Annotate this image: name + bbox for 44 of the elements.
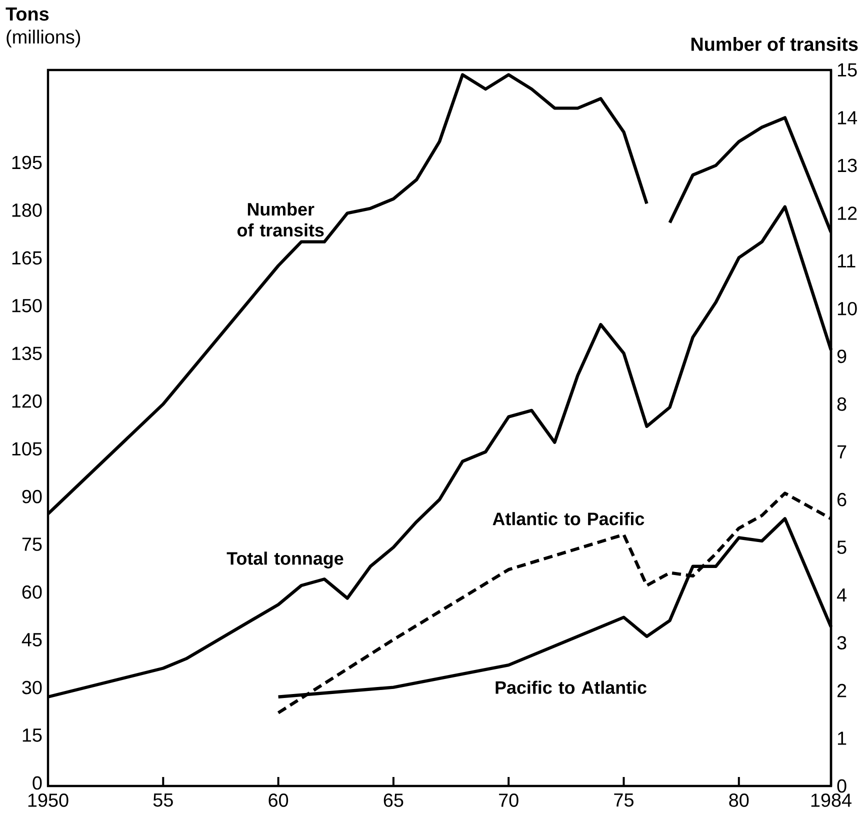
y-tick-label: 45 (22, 633, 42, 646)
y2-axis-title: Number of transits (691, 37, 858, 51)
y-tick-label: 0 (32, 776, 42, 790)
series-label: Total tonnage (226, 552, 344, 568)
y-axis-title: Tons (millions) (6, 8, 80, 48)
y2-tick-label: 11 (838, 254, 856, 268)
y2-tick-label: 3 (837, 636, 846, 650)
x-tick-label: 1984 (811, 794, 852, 807)
y-tick-label: 180 (12, 203, 42, 217)
y2-tick-label: 15 (838, 63, 857, 77)
y2-tick-label: 12 (838, 206, 857, 220)
x-tick-label: 70 (499, 794, 518, 807)
series-label: Atlantic to Pacific (492, 512, 644, 526)
x-tick-label: 1950 (28, 794, 68, 807)
y2-tick-label: 10 (838, 302, 857, 316)
y-tick-label: 60 (22, 585, 42, 599)
y-tick-label: 120 (12, 394, 42, 408)
y-tick-label: 195 (12, 156, 42, 170)
y-tick-label: 150 (12, 298, 42, 312)
y2-tick-label: 2 (837, 684, 846, 698)
y2-tick-label: 6 (837, 492, 846, 506)
y-tick-label: 90 (22, 490, 42, 504)
y-tick-label: 30 (22, 680, 42, 694)
y-tick-label: 15 (22, 728, 42, 742)
y2-tick-label: 9 (837, 350, 846, 364)
y-tick-label: 75 (22, 538, 42, 551)
y2-tick-label: 8 (837, 397, 846, 411)
y2-tick-label: 13 (838, 158, 857, 172)
y2-tick-label: 4 (836, 588, 846, 602)
y-tick-label: 105 (12, 442, 42, 456)
y2-tick-label: 14 (838, 111, 858, 124)
x-tick-label: 75 (614, 794, 634, 807)
x-tick-label: 60 (268, 794, 288, 807)
y2-tick-label: 1 (838, 732, 846, 745)
y2-tick-label: 5 (837, 540, 846, 554)
y2-tick-label: 0 (837, 779, 846, 793)
x-tick-label: 80 (729, 794, 749, 807)
y2-tick-label: 7 (838, 445, 846, 458)
series-label: Number of transits (237, 202, 324, 237)
series-label: Pacific to Atlantic (496, 680, 646, 694)
y-tick-label: 135 (12, 346, 42, 360)
y-tick-label: 165 (12, 251, 42, 265)
x-tick-label: 65 (384, 794, 404, 807)
x-tick-label: 55 (153, 794, 173, 807)
